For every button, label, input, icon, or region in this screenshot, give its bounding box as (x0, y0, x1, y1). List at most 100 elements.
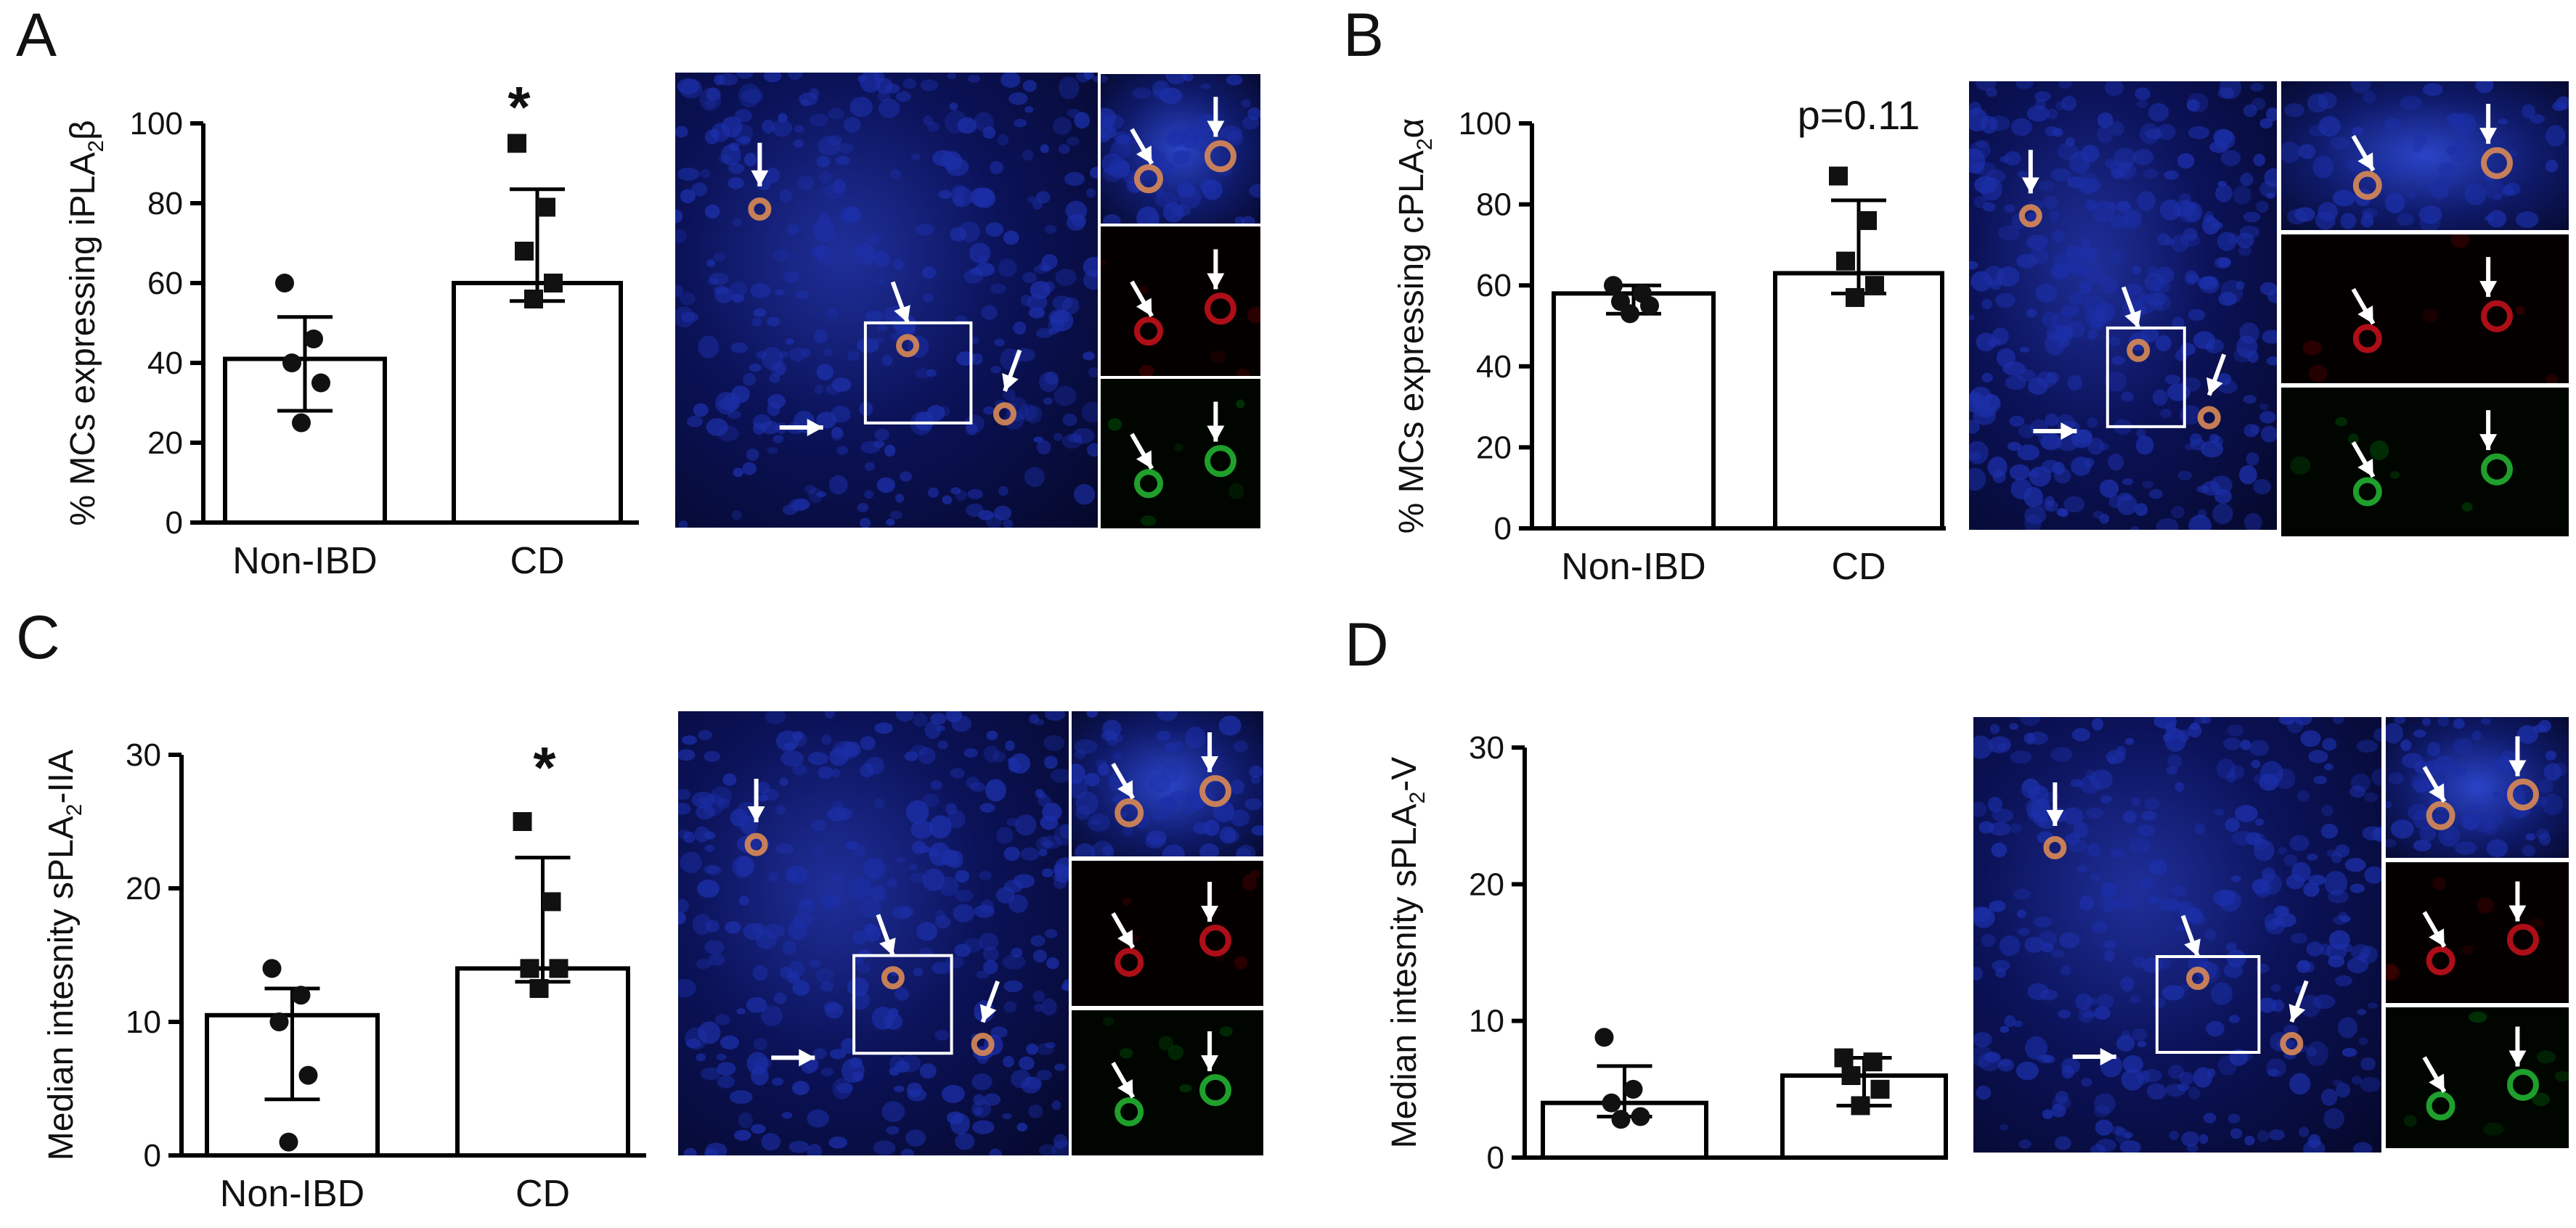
micro-inset-a-green (1101, 379, 1260, 528)
arrow-tip (2429, 783, 2445, 802)
nucleus-speckle (2349, 785, 2366, 798)
nucleus-speckle (873, 250, 890, 268)
data-point-square (515, 242, 534, 261)
y-tick-label: 80 (1476, 187, 1512, 223)
nucleus-speckle (2214, 488, 2232, 504)
nucleus-speckle (942, 1084, 965, 1103)
data-point-circle (279, 1132, 298, 1152)
nucleus-speckle (2259, 181, 2277, 197)
nucleus-speckle (2278, 717, 2295, 725)
nucleus-speckle (1119, 1048, 1133, 1059)
nucleus-speckle (826, 383, 841, 396)
nucleus-speckle (1038, 1144, 1056, 1155)
nucleus-speckle (704, 831, 716, 840)
nucleus-speckle (836, 1083, 854, 1094)
nucleus-speckle (1043, 397, 1053, 405)
nucleus-speckle (775, 804, 786, 815)
nucleus-speckle (2537, 1050, 2556, 1064)
nucleus-speckle (2023, 486, 2044, 508)
nucleus-speckle (2419, 215, 2441, 230)
nucleus-speckle (2087, 417, 2098, 428)
nucleus-speckle (937, 740, 948, 750)
nucleus-speckle (2437, 717, 2449, 726)
nucleus-speckle (2024, 936, 2044, 954)
nucleus-speckle (2219, 81, 2242, 99)
nucleus-speckle (2177, 470, 2193, 480)
nucleus-speckle (1114, 131, 1128, 146)
nucleus-speckle (1210, 351, 1226, 364)
micro-image-b-merged (1969, 81, 2277, 530)
nucleus-speckle (2328, 955, 2345, 967)
nucleus-speckle (1991, 842, 2008, 858)
nucleus-speckle (2064, 832, 2080, 845)
nucleus-speckle (2360, 214, 2374, 228)
nucleus-speckle (2227, 724, 2244, 737)
nucleus-speckle (2206, 1020, 2225, 1037)
nucleus-speckle (1146, 830, 1167, 846)
nucleus-speckle (787, 224, 799, 236)
nucleus-speckle (1106, 735, 1119, 746)
nucleus-speckle (1003, 1001, 1017, 1013)
micrograph-texture (675, 73, 1098, 528)
nucleus-speckle (2268, 1129, 2285, 1141)
nucleus-speckle (2026, 798, 2050, 824)
nucleus-speckle (930, 780, 942, 790)
nucleus-speckle (2065, 136, 2075, 147)
nucleus-speckle (2380, 164, 2392, 173)
nucleus-speckle (2164, 727, 2182, 740)
nucleus-speckle (950, 768, 965, 779)
nucleus-speckle (1053, 824, 1069, 846)
micrograph-texture (1072, 711, 1263, 856)
x-category-label: Non-IBD (1561, 546, 1705, 588)
nucleus-speckle (856, 337, 879, 353)
nucleus-speckle (916, 922, 938, 941)
nucleus-speckle (1984, 1052, 2001, 1063)
nucleus-speckle (717, 1075, 735, 1089)
nucleus-speckle (1122, 826, 1133, 837)
nucleus-speckle (829, 748, 849, 766)
nucleus-speckle (1046, 957, 1059, 970)
nucleus-speckle (1997, 225, 2021, 241)
nucleus-speckle (678, 749, 696, 761)
nucleus-speckle (2438, 162, 2455, 177)
nucleus-speckle (2013, 888, 2031, 900)
nucleus-speckle (2270, 984, 2281, 992)
nucleus-speckle (2188, 308, 2206, 321)
arrow-tip (2288, 1004, 2306, 1022)
nucleus-speckle (1098, 763, 1110, 776)
nucleus-speckle (807, 1109, 829, 1128)
stained-cell (2043, 836, 2067, 859)
stained-cell (744, 832, 768, 856)
nucleus-speckle (2050, 168, 2072, 181)
nucleus-speckle (1000, 73, 1021, 88)
nucleus-speckle (792, 498, 810, 510)
nucleus-speckle (957, 117, 977, 134)
nucleus-speckle (2216, 758, 2235, 779)
nucleus-speckle (2135, 435, 2154, 455)
nucleus-speckle (889, 510, 903, 520)
nucleus-speckle (828, 475, 848, 495)
nucleus-speckle (797, 176, 814, 191)
nucleus-speckle (1036, 327, 1053, 338)
nucleus-speckle (677, 167, 700, 181)
nucleus-speckle (2188, 126, 2210, 139)
nucleus-speckle (1241, 216, 1255, 224)
data-point-square (1834, 1048, 1854, 1068)
nucleus-speckle (1039, 261, 1048, 271)
y-tick-label: 40 (1476, 349, 1512, 385)
nucleus-speckle (1064, 172, 1085, 186)
nucleus-speckle (1083, 256, 1098, 277)
nucleus-speckle (1013, 874, 1035, 888)
micrograph-texture (1973, 717, 2381, 1153)
data-point-square (1841, 1066, 1861, 1085)
nucleus-speckle (1184, 807, 1195, 816)
y-tick-label: 0 (1487, 1140, 1504, 1176)
nucleus-speckle (2165, 374, 2181, 385)
nucleus-speckle (843, 206, 862, 222)
nucleus-speckle (720, 1035, 739, 1049)
micrograph-texture (1101, 74, 1260, 224)
nucleus-speckle (1003, 846, 1021, 861)
nucleus-speckle (2553, 763, 2567, 777)
nucleus-speckle (1014, 814, 1037, 836)
nucleus-speckle (2198, 509, 2207, 519)
